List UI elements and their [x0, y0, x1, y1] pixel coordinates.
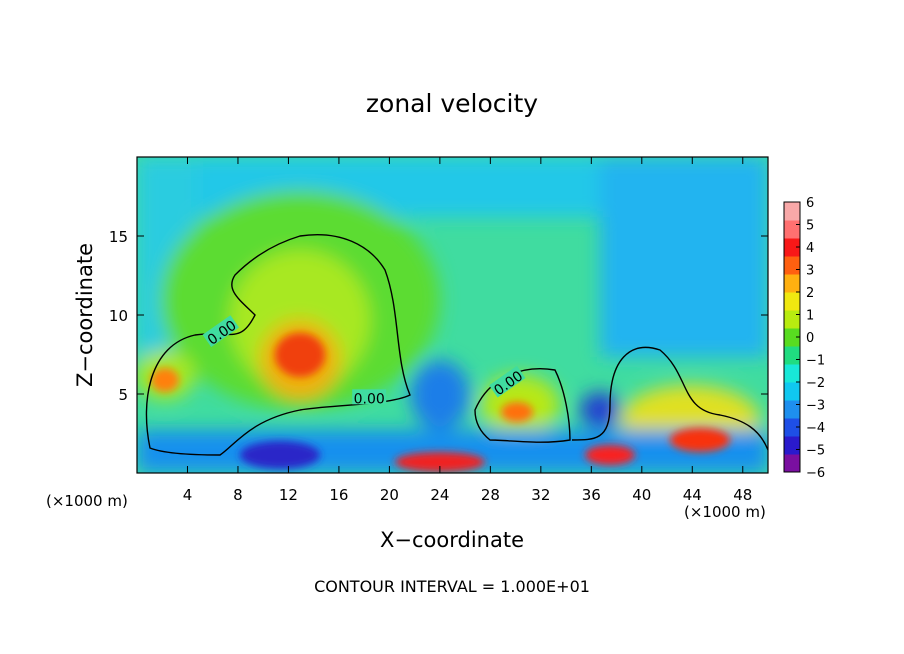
colorbar-swatch	[784, 220, 800, 239]
y-axis: 5 10 15	[109, 228, 768, 404]
y-tick-label: 15	[109, 228, 128, 246]
colorbar-swatch	[784, 328, 800, 347]
x-axis: 4 8 12 16 20 24 28 32 36 40 44 48	[183, 157, 752, 504]
chart-title: zonal velocity	[366, 89, 538, 118]
x-tick-label: 40	[632, 486, 651, 504]
colorbar-swatch	[784, 238, 800, 257]
colorbar-swatch	[784, 202, 800, 221]
x-tick-label: 36	[582, 486, 601, 504]
x-tick-label: 8	[233, 486, 243, 504]
colorbar-tick-label: −4	[806, 421, 825, 436]
contour-label-bg	[202, 315, 240, 347]
x-tick-label: 4	[183, 486, 193, 504]
x-tick-label: 44	[683, 486, 702, 504]
colorbar-swatch	[784, 400, 800, 419]
y-axis-label: Z−coordinate	[73, 243, 97, 387]
colorbar-swatch	[784, 364, 800, 383]
x-tick-label: 12	[279, 486, 298, 504]
x-unit-left: (×1000 m)	[46, 492, 128, 510]
colorbar-tick-label: 3	[806, 264, 814, 279]
colorbar-tick-label: 6	[806, 196, 814, 211]
colorbar-tick-label: −2	[806, 376, 825, 391]
colorbar-swatch	[784, 382, 800, 401]
x-tick-label: 16	[329, 486, 348, 504]
contour-label-bg	[489, 365, 526, 398]
x-unit-right: (×1000 m)	[684, 503, 766, 521]
x-axis-label: X−coordinate	[380, 528, 524, 552]
y-tick-label: 10	[109, 307, 128, 325]
y-tick-label: 5	[118, 386, 128, 404]
x-tick-label: 20	[380, 486, 399, 504]
colorbar-swatch	[784, 454, 800, 473]
colorbar-swatch	[784, 256, 800, 275]
contour-label-bg	[352, 389, 387, 405]
colorbar-swatch	[784, 436, 800, 455]
colorbar-swatch	[784, 418, 800, 437]
x-tick-label: 48	[733, 486, 752, 504]
contour-interval-note: CONTOUR INTERVAL = 1.000E+01	[314, 577, 590, 596]
colorbar-tick-label: 0	[806, 331, 814, 346]
x-tick-label: 28	[481, 486, 500, 504]
colorbar-swatch	[784, 274, 800, 293]
colorbar-tick-label: 1	[806, 309, 814, 324]
colorbar-swatch	[784, 292, 800, 311]
heatmap-field	[137, 157, 768, 473]
colorbar-tick-label: −3	[806, 399, 825, 414]
colorbar-tick-label: −6	[806, 466, 825, 481]
colorbar-tick-label: −1	[806, 354, 825, 369]
colorbar-tick-label: 5	[806, 219, 814, 234]
colorbar-swatch	[784, 346, 800, 365]
x-tick-label: 32	[531, 486, 550, 504]
colorbar-tick-label: −5	[806, 444, 825, 459]
contour-label-group: 0.00	[352, 389, 387, 407]
x-tick-label: 24	[430, 486, 449, 504]
colorbar: 6 5 4 3 2 1 0 −1 −2 −3 −4 −5 −6	[783, 196, 825, 481]
colorbar-tick-label: 4	[806, 241, 814, 256]
colorbar-tick-label: 2	[806, 286, 814, 301]
colorbar-swatch	[784, 310, 800, 329]
contour-label: 0.00	[354, 391, 385, 407]
